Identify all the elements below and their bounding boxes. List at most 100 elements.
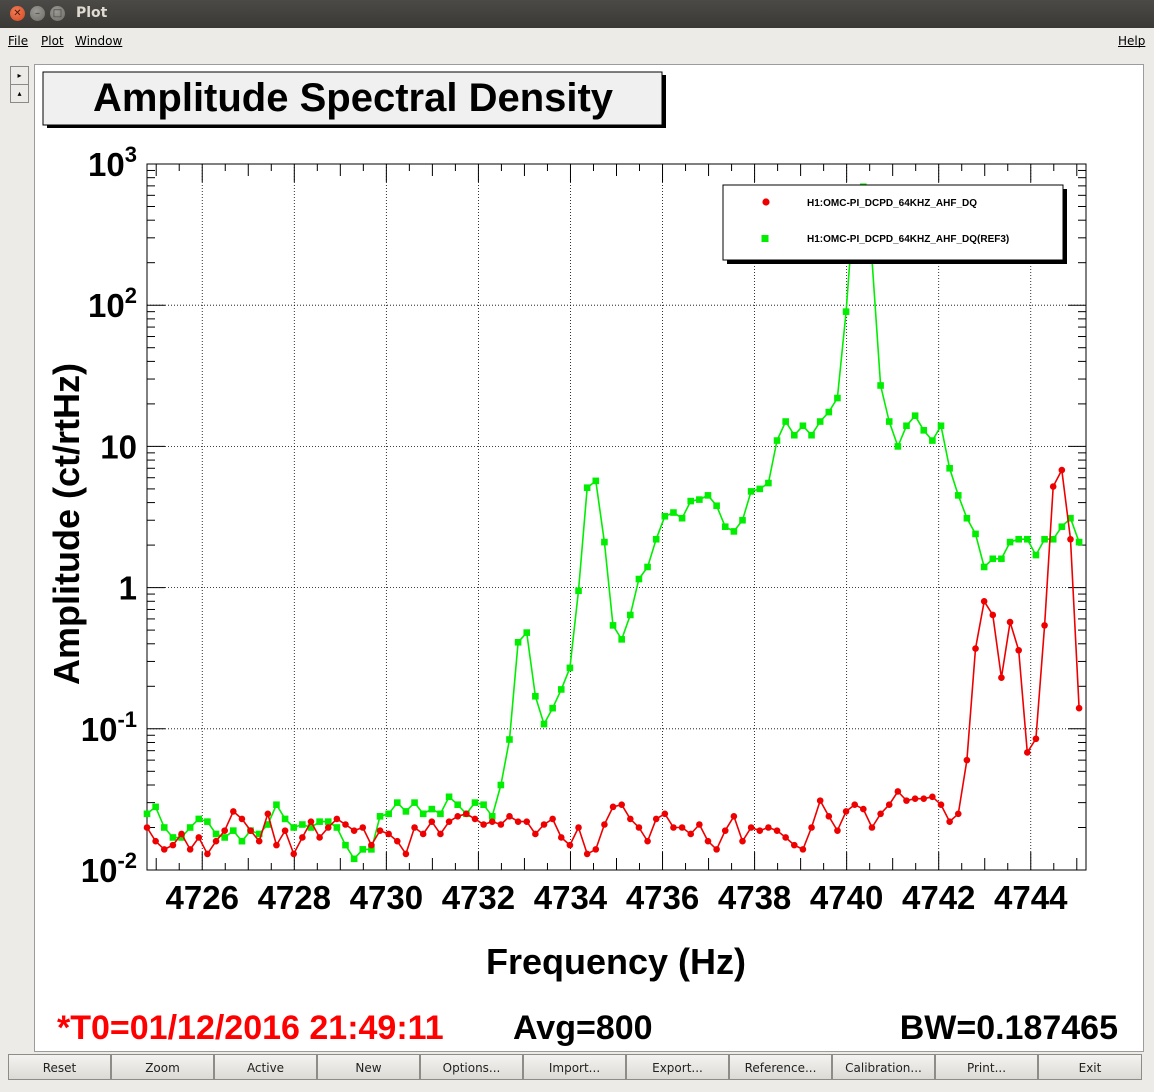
data-point	[393, 799, 401, 806]
menu-plot[interactable]: Plot	[41, 34, 64, 48]
x-tick-label: 4726	[166, 879, 239, 916]
data-point	[557, 686, 565, 693]
data-point	[972, 645, 979, 652]
data-point	[255, 837, 263, 845]
collapse-panel-button[interactable]: ▴	[10, 84, 29, 103]
data-point	[635, 824, 643, 831]
data-point	[678, 514, 686, 522]
data-point	[532, 692, 539, 700]
close-window-button[interactable]: ✕	[10, 6, 25, 21]
data-point	[929, 437, 936, 444]
data-point	[954, 810, 962, 818]
data-point	[885, 418, 893, 425]
import-button[interactable]: Import...	[523, 1054, 626, 1080]
data-point	[1006, 618, 1014, 626]
data-point	[204, 818, 211, 825]
data-point	[385, 830, 392, 838]
expand-panel-button[interactable]: ▸	[10, 66, 29, 85]
maximize-window-button[interactable]: □	[50, 6, 65, 21]
data-point	[575, 587, 582, 595]
data-point	[661, 810, 669, 818]
data-point	[557, 834, 565, 841]
data-point	[152, 837, 159, 845]
plot-canvas[interactable]: Amplitude Spectral Density 4726 4728 4730 4…	[34, 64, 1144, 1052]
exit-button[interactable]: Exit	[1038, 1054, 1142, 1080]
data-point	[652, 535, 660, 543]
menu-window[interactable]: Window	[75, 34, 123, 48]
data-point	[583, 850, 591, 858]
data-point	[419, 810, 427, 818]
data-point	[540, 720, 548, 728]
plot-frame	[146, 163, 1087, 871]
x-tick-label: 4740	[810, 879, 883, 916]
minimize-window-button[interactable]: –	[30, 6, 45, 21]
data-point	[721, 827, 729, 834]
series-green	[143, 183, 1083, 863]
data-point	[739, 837, 746, 845]
menu-help[interactable]: Help	[1118, 34, 1146, 48]
menu-file[interactable]: File	[8, 34, 29, 48]
data-point	[644, 837, 651, 845]
data-point	[877, 810, 884, 818]
zoom-button[interactable]: Zoom	[111, 1054, 214, 1080]
active-button[interactable]: Active	[214, 1054, 317, 1080]
data-point	[1006, 538, 1014, 546]
data-point	[1067, 535, 1074, 543]
data-point	[333, 824, 341, 831]
data-point	[281, 827, 289, 834]
data-point	[549, 815, 556, 823]
data-point	[454, 801, 461, 809]
data-point	[816, 797, 824, 804]
data-point	[290, 824, 298, 831]
data-point	[652, 815, 660, 823]
data-point	[765, 479, 772, 487]
options-button[interactable]: Options...	[420, 1054, 523, 1080]
reset-button[interactable]: Reset	[8, 1054, 111, 1080]
data-point	[178, 830, 185, 838]
data-point	[1024, 749, 1031, 756]
data-point	[773, 827, 781, 834]
data-point	[713, 502, 720, 510]
data-point	[307, 824, 315, 831]
data-point	[790, 841, 798, 849]
data-point	[704, 492, 712, 499]
data-point	[834, 827, 841, 834]
data-series	[143, 183, 1083, 863]
data-point	[1015, 535, 1022, 543]
data-point	[169, 834, 177, 841]
data-point	[385, 810, 392, 818]
data-point	[143, 824, 151, 831]
y-tick-label: 10-2	[81, 848, 137, 889]
data-point	[376, 827, 384, 834]
data-point	[860, 805, 867, 813]
x-tick-label: 4728	[258, 879, 331, 916]
data-point	[937, 422, 945, 430]
x-tick-label: 4744	[994, 879, 1068, 916]
data-point	[601, 538, 608, 546]
data-point	[609, 622, 617, 629]
data-point	[368, 846, 375, 853]
data-point	[255, 830, 263, 838]
data-point	[834, 394, 841, 402]
data-point	[204, 850, 211, 858]
data-point	[1032, 551, 1040, 559]
data-point	[799, 422, 807, 430]
data-point	[877, 382, 884, 389]
legend-label-red: H1:OMC-PI_DCPD_64KHZ_AHF_DQ	[807, 198, 977, 209]
series-red	[143, 466, 1083, 858]
data-point	[678, 824, 686, 831]
x-tick-label: 4730	[350, 879, 423, 916]
data-point	[523, 629, 531, 636]
reference-button[interactable]: Reference...	[729, 1054, 832, 1080]
x-tick-label: 4732	[442, 879, 515, 916]
t0-timestamp: *T0=01/12/2016 21:49:11	[57, 1009, 444, 1047]
new-button[interactable]: New	[317, 1054, 420, 1080]
data-point	[644, 563, 651, 571]
data-point	[704, 837, 712, 845]
print-button[interactable]: Print...	[935, 1054, 1038, 1080]
data-point	[471, 799, 479, 806]
menu-bar: File Plot Window Help	[0, 28, 1154, 54]
series-line	[146, 469, 1080, 855]
export-button[interactable]: Export...	[626, 1054, 729, 1080]
calibration-button[interactable]: Calibration...	[832, 1054, 935, 1080]
